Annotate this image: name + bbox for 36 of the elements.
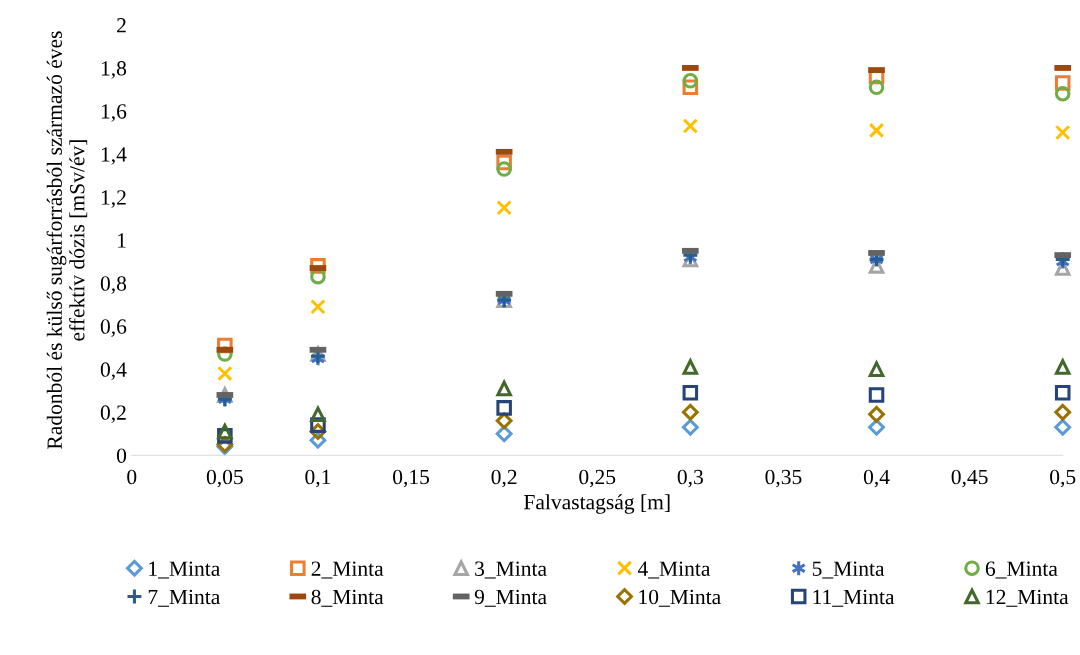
y-axis-title: Radonból és külső sugárforrásból származó éves effektív dózis [mSv/év] bbox=[46, 31, 88, 449]
x-tick-label: 0 bbox=[127, 469, 137, 485]
y-tick-label: 1,6 bbox=[101, 104, 127, 122]
x-tick-label: 0,4 bbox=[863, 469, 890, 488]
legend-label: 6_Minta bbox=[985, 561, 1058, 579]
x-tick-label: 0,5 bbox=[1050, 469, 1076, 488]
y-tick-label: 1,4 bbox=[101, 147, 127, 165]
x-tick-label: 0,25 bbox=[579, 469, 616, 488]
x-tick-label: 0,05 bbox=[206, 469, 243, 488]
legend-label: 8_Minta bbox=[311, 589, 384, 607]
legend-label: 11_Minta bbox=[813, 589, 895, 607]
legend-label: 4_Minta bbox=[637, 561, 711, 579]
legend-label: 12_Minta bbox=[986, 589, 1069, 607]
legend-label: 9_Minta bbox=[474, 589, 547, 607]
legend-label: 2_Minta bbox=[311, 561, 384, 579]
y-tick-label: 1,2 bbox=[101, 190, 126, 208]
x-tick-label: 0,45 bbox=[951, 469, 988, 488]
y-tick-label: 0,4 bbox=[100, 362, 127, 380]
legend-label: 3_Minta bbox=[475, 561, 547, 579]
x-tick-label: 0,35 bbox=[765, 469, 802, 488]
y-tick-label: 1,8 bbox=[101, 61, 127, 79]
x-tick-label: 0,15 bbox=[393, 469, 430, 488]
legend-label: 7_Minta bbox=[148, 589, 221, 607]
x-tick-label: 0,1 bbox=[305, 469, 331, 488]
legend-label: 1_Minta bbox=[149, 561, 221, 579]
y-tick-label: 0,6 bbox=[100, 319, 127, 337]
legend-label: 10_Minta bbox=[639, 589, 721, 607]
y-tick-label: 0 bbox=[116, 448, 127, 463]
x-tick-label: 0,2 bbox=[491, 469, 517, 488]
y-tick-label: 2 bbox=[117, 18, 126, 33]
y-tick-label: 1 bbox=[118, 233, 126, 248]
legend-label: 5_Minta bbox=[812, 561, 885, 579]
x-axis-title: Falvastagság [m] bbox=[524, 494, 670, 514]
x-tick-label: 0,3 bbox=[677, 469, 703, 488]
y-tick-label: 0,8 bbox=[100, 276, 127, 294]
y-tick-label: 0,2 bbox=[100, 405, 126, 423]
